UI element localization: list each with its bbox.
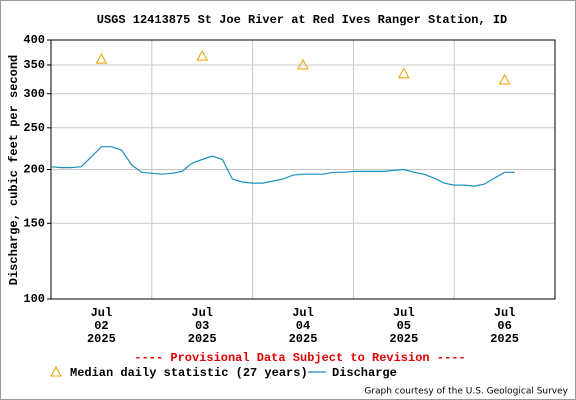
x-tick-label: 2025	[289, 332, 318, 346]
legend-label: Median daily statistic (27 years)	[70, 366, 308, 380]
y-tick-label: 100	[23, 292, 45, 306]
x-tick-label: 04	[296, 319, 310, 333]
median-marker	[95, 53, 108, 64]
median-marker	[196, 50, 209, 61]
plot-border	[50, 39, 556, 300]
y-tick-label: 200	[23, 163, 45, 177]
x-tick-label: 06	[497, 319, 511, 333]
y-axis-label: Discharge, cubic feet per second	[7, 55, 21, 285]
x-tick-label: 03	[195, 319, 209, 333]
x-tick-label: 2025	[490, 332, 519, 346]
credit: Graph courtesy of the U.S. Geological Su…	[364, 387, 568, 397]
x-tick-label: Jul	[494, 306, 516, 320]
legend-marker	[50, 365, 62, 377]
x-tick-label: 02	[94, 319, 108, 333]
discharge-line	[50, 146, 515, 187]
y-tick-label: 150	[23, 216, 45, 230]
legend-label: Discharge	[332, 366, 397, 380]
y-tick-label: 400	[23, 33, 45, 47]
median-marker	[297, 58, 309, 70]
x-tick-label: 2025	[87, 332, 116, 346]
notice: ---- Provisional Data Subject to Revisio…	[134, 351, 465, 365]
x-tick-label: Jul	[292, 306, 314, 320]
x-tick-label: Jul	[91, 306, 113, 320]
x-tick-label: Jul	[191, 306, 213, 320]
x-tick-label: 05	[397, 319, 411, 333]
y-tick-label: 250	[23, 121, 45, 135]
median-marker	[498, 73, 511, 85]
x-tick-label: 2025	[389, 332, 418, 346]
x-tick-label: 2025	[188, 332, 217, 346]
y-tick-label: 300	[23, 87, 45, 101]
x-tick-label: Jul	[393, 306, 415, 320]
chart-title: USGS 12413875 St Joe River at Red Ives R…	[97, 13, 507, 27]
y-tick-label: 350	[23, 58, 45, 72]
median-marker	[397, 67, 410, 79]
